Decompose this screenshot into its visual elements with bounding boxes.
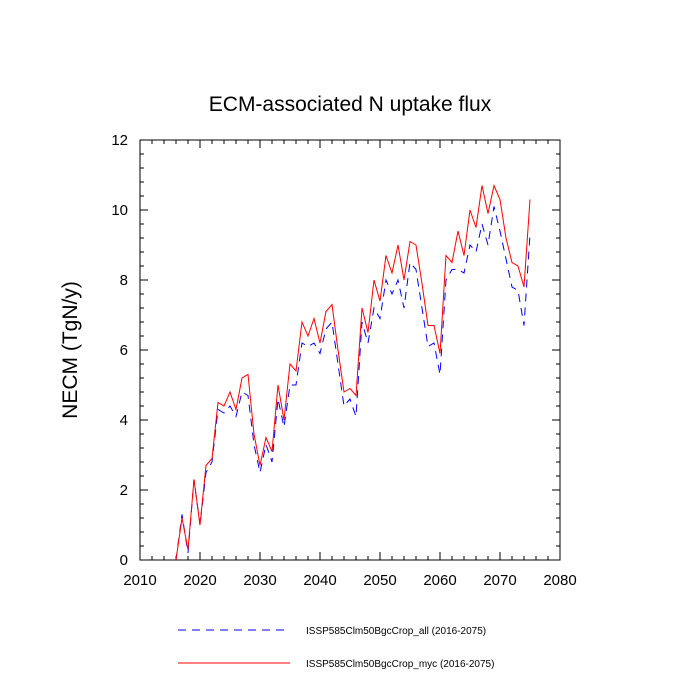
x-tick-label: 2030 [243,572,276,589]
chart-title: ECM-associated N uptake flux [209,93,492,116]
x-tick-label: 2050 [363,572,396,589]
y-axis-label: NECM (TgN/y) [59,281,82,419]
series-line-all [175,206,531,561]
axis-ticks: 2010 2020 2030 2040 2050 2060 2070 2080 0 2 4 6 8 10 1… [111,132,576,589]
legend-label-all: ISSP585Clm50BgcCrop_all (2016-2075) [306,626,486,637]
y-tick-label: 6 [120,342,128,359]
series-lines [175,183,531,561]
y-tick-label: 12 [111,132,128,149]
legend-label-myc: ISSP585Clm50BgcCrop_myc (2016-2075) [306,659,494,670]
x-tick-label: 2070 [483,572,516,589]
x-tick-label: 2080 [543,572,576,589]
x-tick-label: 2010 [123,572,156,589]
series-line-myc [175,183,531,561]
y-tick-label: 0 [120,552,128,569]
x-tick-label: 2060 [423,572,456,589]
legend: ISSP585Clm50BgcCrop_all (2016-2075) ISSP5… [178,626,494,670]
y-tick-label: 4 [120,412,128,429]
x-tick-label: 2020 [183,572,216,589]
y-tick-label: 8 [120,272,128,289]
x-tick-label: 2040 [303,572,336,589]
y-tick-label: 10 [111,202,128,219]
y-tick-label: 2 [120,482,128,499]
